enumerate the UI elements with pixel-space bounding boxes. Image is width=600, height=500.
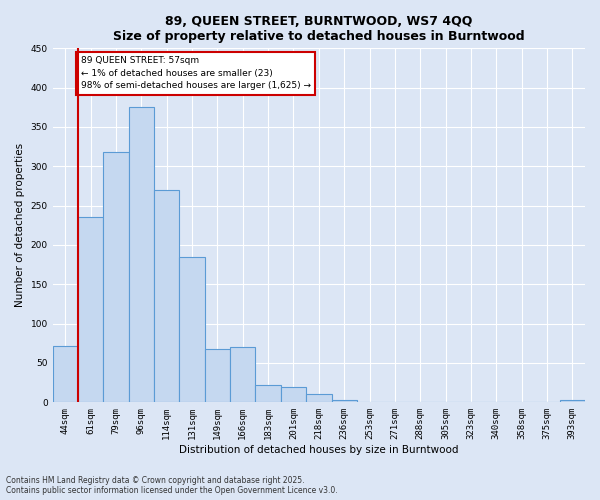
Bar xyxy=(129,108,154,403)
Bar xyxy=(205,349,230,403)
Bar xyxy=(256,385,281,402)
Title: 89, QUEEN STREET, BURNTWOOD, WS7 4QQ
Size of property relative to detached house: 89, QUEEN STREET, BURNTWOOD, WS7 4QQ Siz… xyxy=(113,15,524,43)
Bar xyxy=(560,400,585,402)
Text: Contains HM Land Registry data © Crown copyright and database right 2025.
Contai: Contains HM Land Registry data © Crown c… xyxy=(6,476,338,495)
Y-axis label: Number of detached properties: Number of detached properties xyxy=(15,144,25,308)
X-axis label: Distribution of detached houses by size in Burntwood: Distribution of detached houses by size … xyxy=(179,445,458,455)
Bar xyxy=(78,216,103,402)
Bar xyxy=(154,190,179,402)
Bar xyxy=(103,152,129,403)
Bar xyxy=(281,386,306,402)
Bar xyxy=(332,400,357,402)
Bar xyxy=(179,257,205,402)
Bar xyxy=(306,394,332,402)
Text: 89 QUEEN STREET: 57sqm
← 1% of detached houses are smaller (23)
98% of semi-deta: 89 QUEEN STREET: 57sqm ← 1% of detached … xyxy=(80,56,311,90)
Bar xyxy=(53,346,78,403)
Bar xyxy=(230,348,256,403)
